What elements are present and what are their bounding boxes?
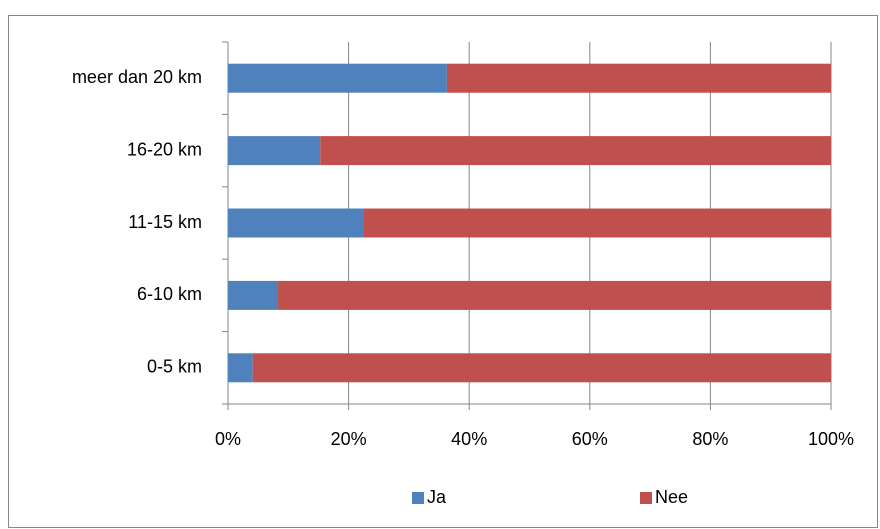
bar-segment [228,280,279,310]
legend-swatch [412,492,424,504]
bar-segment [363,208,831,238]
x-tick-label: 40% [451,429,487,449]
x-tick-label: 60% [572,429,608,449]
x-tick-label: 100% [808,429,854,449]
bar-segment [228,136,321,166]
y-tick-label: meer dan 20 km [72,67,202,87]
x-tick-label: 20% [331,429,367,449]
bar-segment [278,280,831,310]
legend-swatch [640,492,652,504]
x-tick-label: 0% [215,429,241,449]
bar-segment [228,63,447,93]
bar-segment [228,208,364,238]
bar-segment [252,353,831,383]
y-tick-label: 16-20 km [127,139,202,159]
y-tick-label: 6-10 km [137,284,202,304]
bar-segment [228,353,253,383]
x-tick-label: 80% [692,429,728,449]
y-tick-label: 11-15 km [128,212,202,232]
y-tick-label: 0-5 km [147,357,202,377]
bar-segment [320,136,831,166]
chart-border [8,15,878,528]
legend-label: Ja [427,487,447,507]
legend-label: Nee [655,487,688,507]
bar-segment [446,63,831,93]
